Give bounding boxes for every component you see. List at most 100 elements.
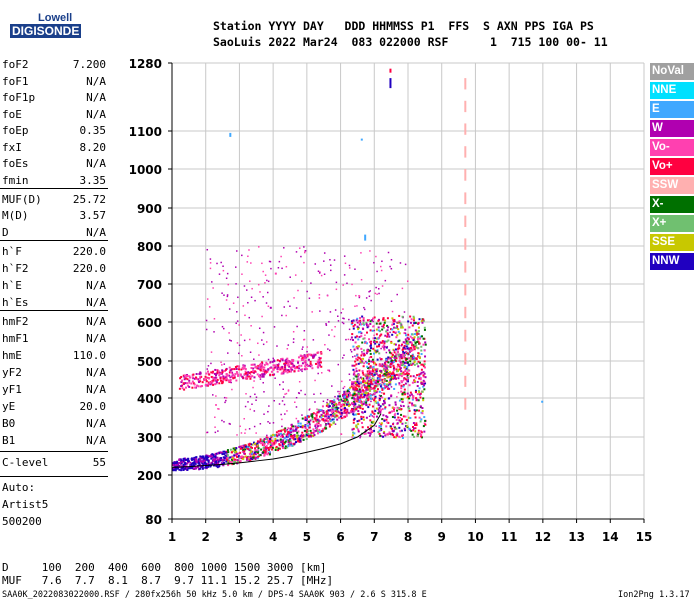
echo-point [258,327,261,330]
echo-point [392,369,395,372]
echo-point [385,379,388,382]
echo-point [233,376,236,379]
echo-point [287,300,289,303]
echo-point [330,415,333,418]
echo-point [278,444,281,447]
echo-point [318,359,321,362]
echo-point [359,397,362,400]
echo-point [372,415,375,418]
echo-point [277,366,280,369]
echo-point [180,467,183,470]
echo-point [396,370,399,373]
echo-point [413,409,416,412]
echo-point [297,361,300,364]
echo-point [196,466,199,469]
echo-point [252,441,255,444]
echo-point [191,386,194,389]
echo-point [245,376,248,379]
echo-point [417,352,420,355]
echo-point [209,465,212,468]
echo-point [409,348,412,351]
echo-point [342,387,345,390]
echo-point [384,319,387,322]
param-value: 55 [92,456,106,469]
echo-point [395,373,398,376]
echo-point [312,339,315,341]
echo-point [286,357,289,360]
echo-point [204,466,207,469]
echo-point [267,305,270,308]
echo-point [212,370,215,373]
echo-point [287,362,290,365]
echo-point [354,336,357,339]
echo-point [197,458,200,461]
echo-point [252,363,255,366]
echo-point [281,359,284,362]
echo-point [332,412,335,415]
echo-point [327,369,329,371]
echo-point [287,445,290,448]
header-row-labels: Station YYYY DAY DDD HHMMSS P1 FFS S AXN… [213,19,594,33]
echo-point [274,440,277,443]
echo-point [225,454,228,457]
echo-point [355,363,358,366]
echo-point [406,352,409,355]
echo-point [247,448,250,451]
echo-point [266,363,269,366]
echo-point [218,373,221,376]
echo-point [390,374,393,377]
echo-point [407,338,410,341]
echo-point [232,459,235,462]
echo-point [404,334,407,337]
param-value: N/A [86,157,106,170]
echo-point [415,422,418,425]
echo-point [400,418,403,421]
echo-point [412,344,415,347]
echo-point [195,373,198,376]
echo-point [269,306,272,309]
echo-point [398,355,401,358]
echo-point [268,441,271,444]
echo-point [210,375,213,378]
echo-point [404,370,407,373]
echo-point [259,291,261,293]
echo-point [422,365,425,368]
echo-point [281,314,283,317]
echo-point [387,339,390,342]
echo-point [360,138,363,141]
echo-point [198,462,201,465]
echo-point [230,456,233,459]
echo-point [311,434,314,437]
echo-point [341,403,344,406]
echo-point [307,364,310,367]
x-tick-label: 14 [602,530,619,544]
echo-point [421,412,424,415]
echo-point [186,382,189,385]
echo-point [413,363,416,366]
echo-point [370,355,373,358]
echo-point [419,420,422,423]
echo-point [420,335,423,338]
echo-point [358,369,361,372]
echo-point [367,386,370,389]
echo-point [356,394,359,396]
param-row: M(D) 3.57 [2,209,106,225]
echo-point [423,363,426,366]
echo-point [368,356,371,359]
echo-point [289,435,292,438]
echo-point [287,369,290,372]
echo-point [382,344,385,347]
echo-point [314,379,316,382]
echo-point [292,360,295,363]
echo-point [355,424,358,427]
echo-point [325,323,327,325]
echo-point [277,432,280,435]
echo-point [398,356,401,359]
echo-point [416,362,419,365]
echo-point [390,267,393,270]
echo-point [423,416,426,419]
echo-point [379,375,382,378]
echo-point [367,426,370,429]
footer-muf-row: MUF 7.6 7.7 8.1 8.7 9.7 11.1 15.2 25.7 [… [2,574,334,587]
echo-point [369,344,372,347]
